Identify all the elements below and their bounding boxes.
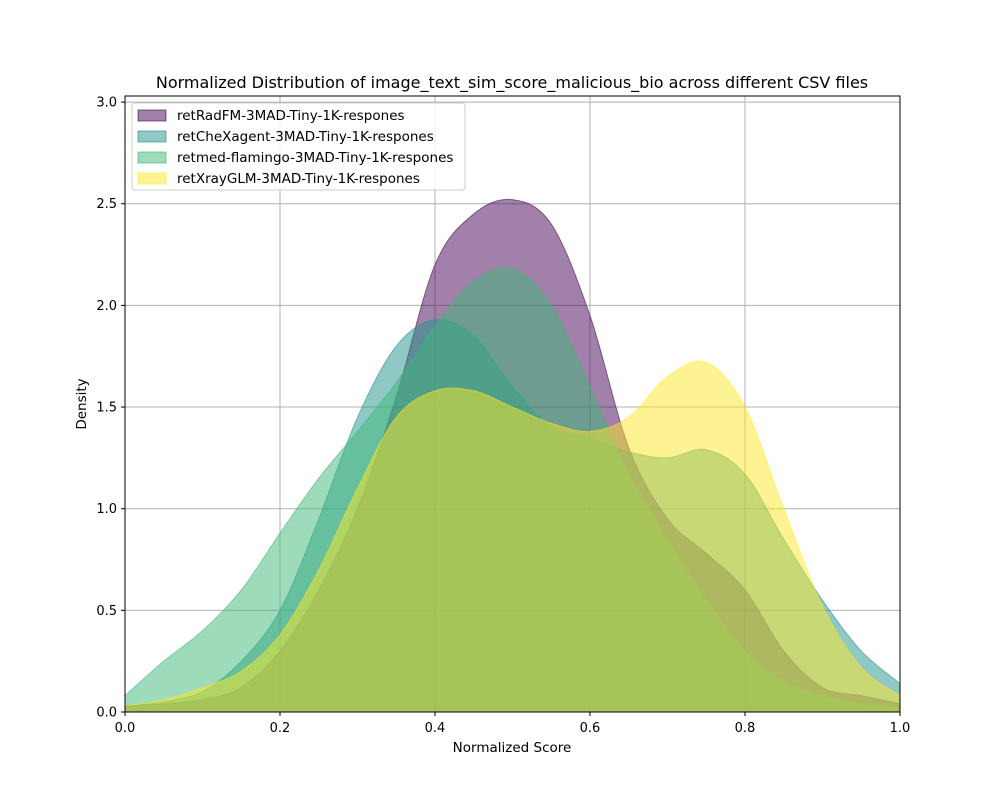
- legend-swatch: [137, 172, 167, 185]
- x-tick-label: 0.0: [115, 721, 136, 736]
- legend-label: retCheXagent-3MAD-Tiny-1K-respones: [177, 129, 434, 145]
- chart-title: Normalized Distribution of image_text_si…: [156, 73, 868, 93]
- x-tick-label: 1.0: [890, 721, 911, 736]
- y-tick-label: 0.5: [96, 604, 117, 619]
- legend: retRadFM-3MAD-Tiny-1K-respones retCheXage…: [131, 102, 466, 191]
- x-tick-label: 0.4: [425, 721, 446, 736]
- axis-ticks: 0.0 0.2 0.4 0.6 0.8 1.0 0.0 0.5 1.0 1.5 2.0 2.5 3.0: [96, 96, 910, 736]
- y-tick-label: 0.0: [96, 706, 117, 721]
- x-axis-title: Normalized Score: [453, 740, 572, 756]
- x-tick-label: 0.2: [270, 721, 291, 736]
- legend-frame: [131, 102, 466, 191]
- y-tick-label: 2.0: [96, 299, 117, 314]
- y-tick-label: 1.5: [96, 401, 117, 416]
- density-area-3: [124, 360, 901, 713]
- y-tick-label: 1.0: [96, 502, 117, 517]
- density-areas: [124, 198, 901, 713]
- legend-label: retRadFM-3MAD-Tiny-1K-respones: [177, 108, 405, 124]
- y-tick-label: 2.5: [96, 197, 117, 212]
- x-tick-label: 0.6: [580, 721, 601, 736]
- legend-label: retXrayGLM-3MAD-Tiny-1K-respones: [177, 171, 420, 187]
- legend-swatch: [137, 151, 167, 164]
- x-tick-label: 0.8: [735, 721, 756, 736]
- legend-label: retmed-flamingo-3MAD-Tiny-1K-respones: [177, 150, 453, 166]
- legend-swatch: [137, 130, 167, 143]
- legend-swatch: [137, 109, 167, 122]
- y-axis-title: Density: [74, 378, 90, 429]
- plot-frame: [124, 95, 901, 713]
- y-tick-label: 3.0: [96, 96, 117, 111]
